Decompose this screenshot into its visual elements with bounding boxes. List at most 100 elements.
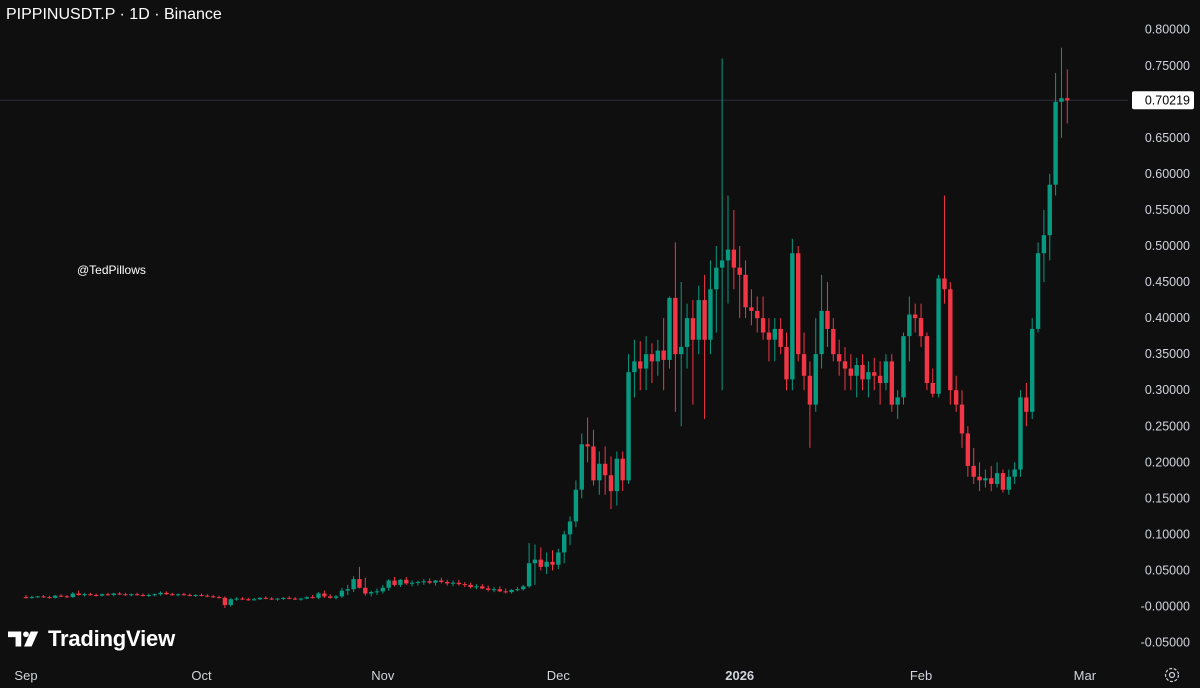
candle-body: [29, 597, 35, 599]
settings-gear-icon[interactable]: [1163, 666, 1181, 684]
candle: [117, 592, 122, 595]
candle: [275, 597, 280, 601]
price-tick-label: 0.75000: [1145, 59, 1190, 73]
candle: [427, 578, 432, 585]
candle-body: [427, 581, 432, 583]
candle-body: [807, 375, 813, 405]
candle-body: [649, 354, 655, 362]
candle-body: [263, 597, 269, 599]
candle: [474, 584, 479, 590]
candle: [339, 587, 345, 598]
candle-body: [918, 318, 924, 337]
candle: [877, 361, 883, 405]
candle: [632, 339, 637, 398]
candle: [901, 332, 906, 405]
candle-body: [105, 594, 111, 596]
candle: [187, 593, 192, 597]
price-tick-label: 0.15000: [1145, 491, 1190, 505]
candle-body: [573, 489, 579, 522]
price-tick-label: 0.55000: [1145, 203, 1190, 217]
price-tick-label: 0.65000: [1145, 131, 1190, 145]
candle-body: [363, 587, 368, 594]
candle: [930, 368, 935, 398]
candle: [649, 343, 655, 383]
price-tick-label: 0.80000: [1145, 23, 1190, 37]
candle-body: [333, 596, 339, 598]
candle-body: [41, 596, 46, 598]
candle: [913, 303, 918, 333]
candle: [322, 590, 327, 598]
time-axis[interactable]: Sep Oct Nov Dec 2026 Feb Mar: [14, 668, 1096, 683]
candle: [948, 282, 953, 405]
candle: [23, 594, 29, 599]
candle: [1041, 209, 1047, 283]
candle: [690, 300, 696, 405]
candle: [351, 576, 356, 593]
candle-body: [199, 594, 204, 596]
candle-body: [222, 597, 228, 606]
candle-body: [626, 372, 631, 481]
candle-body: [257, 597, 263, 600]
candle: [772, 318, 777, 362]
price-tick-label: 0.10000: [1145, 527, 1190, 541]
candle-body: [872, 372, 877, 376]
candle-body: [1024, 397, 1029, 412]
candle-body: [965, 433, 971, 466]
candle-body: [491, 589, 497, 591]
candle-body: [778, 328, 783, 347]
candle: [965, 426, 971, 477]
candle-body: [164, 592, 169, 595]
candle-body: [216, 597, 222, 599]
candle-body: [345, 589, 350, 591]
candle: [643, 336, 649, 391]
candle: [234, 597, 239, 601]
time-tick-label: Dec: [547, 668, 571, 683]
candle-body: [556, 552, 561, 565]
candle-body: [883, 361, 889, 383]
candle: [199, 593, 204, 597]
price-axis[interactable]: 0.80000 0.75000 0.65000 0.60000 0.55000 0.500…: [1132, 23, 1194, 650]
candle: [164, 591, 169, 595]
candle-body: [140, 594, 146, 596]
price-tick-label: 0.25000: [1145, 419, 1190, 433]
candle-body: [287, 597, 292, 599]
candle-body: [772, 328, 777, 340]
candle-body: [731, 249, 737, 268]
candle: [825, 282, 830, 347]
tradingview-brand-text: TradingView: [48, 626, 175, 651]
candle-body: [667, 297, 672, 360]
candle-body: [456, 582, 462, 585]
candle-body: [948, 289, 953, 391]
candle-body: [468, 584, 473, 588]
candle: [392, 576, 397, 587]
candle-body: [1000, 473, 1006, 490]
price-tick-label: 0.60000: [1145, 167, 1190, 181]
time-tick-label: Oct: [191, 668, 212, 683]
candle: [35, 595, 40, 598]
price-tick-label: -0.05000: [1141, 636, 1190, 650]
candle: [246, 597, 251, 601]
candle: [386, 579, 391, 591]
candle-body: [690, 318, 696, 340]
candle-body: [228, 599, 233, 606]
candle: [503, 588, 508, 594]
candle: [655, 339, 660, 376]
candle-body: [134, 594, 140, 596]
candle-body: [485, 588, 491, 590]
candle: [626, 354, 631, 484]
candle-body: [111, 593, 116, 595]
candle-body: [158, 592, 163, 595]
candle-body: [328, 596, 333, 598]
candle: [895, 390, 900, 420]
candle-body: [819, 310, 824, 355]
candle: [47, 595, 52, 599]
candle: [784, 332, 789, 391]
candle-body: [585, 444, 590, 447]
tradingview-logo[interactable]: TradingView: [8, 626, 175, 652]
candle: [111, 592, 116, 597]
candle-body: [439, 580, 444, 582]
candle: [281, 597, 286, 601]
candle-body: [123, 594, 128, 596]
candle-body: [94, 594, 99, 596]
